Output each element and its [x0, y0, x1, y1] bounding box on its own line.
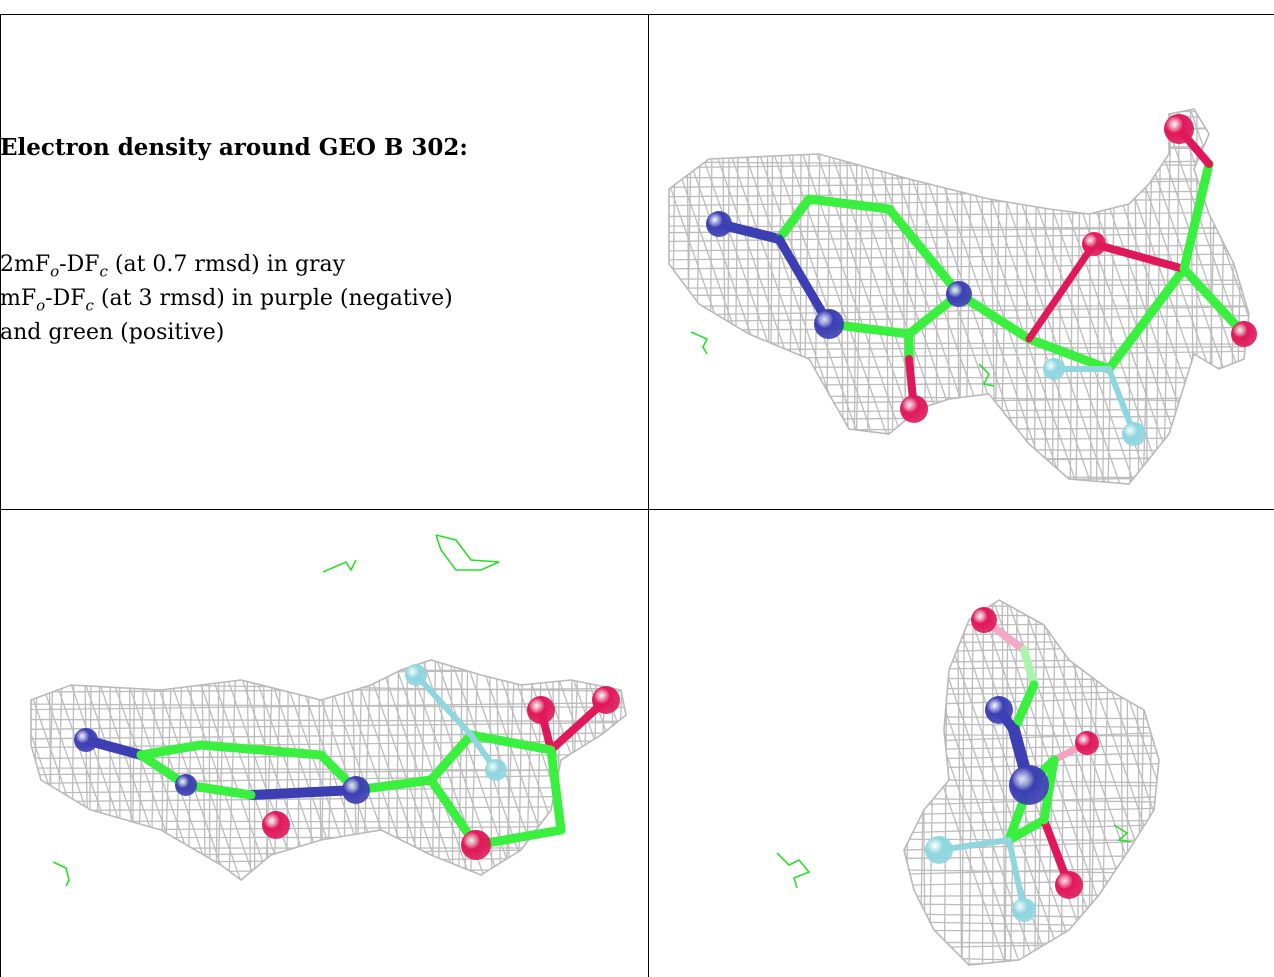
figure-table: Electron density around GEO B 302: 2mFo-… — [0, 14, 1274, 977]
bond-stick — [1020, 646, 1038, 689]
oxygen-atom — [1055, 871, 1083, 899]
oxygen-atom — [527, 696, 555, 724]
bond-stick — [1179, 264, 1249, 339]
bond-stick — [1039, 755, 1059, 825]
nitrogen-atom — [985, 696, 1013, 724]
caption-title: Electron density around GEO B 302: — [0, 134, 468, 161]
positive-difference-density — [322, 559, 357, 573]
bond-stick — [546, 745, 566, 835]
oxygen-atom — [262, 811, 290, 839]
fluorine-atom — [1043, 358, 1065, 380]
oxygen-atom — [1082, 232, 1106, 256]
caption-line-2: mFo-DFc (at 3 rmsd) in purple (negative) — [0, 286, 453, 315]
table-border-center — [648, 14, 649, 977]
fluorine-atom — [485, 759, 507, 781]
oxygen-atom — [1075, 731, 1099, 755]
fluorine-atom — [1012, 898, 1036, 922]
bond-stick — [136, 740, 206, 760]
panel-bottom-right — [649, 510, 1274, 977]
bond-stick — [774, 194, 814, 244]
nitrogen-atom — [342, 776, 370, 804]
bond-stick — [954, 289, 1034, 344]
positive-difference-density — [690, 331, 709, 355]
nitrogen-atom — [946, 281, 972, 307]
bond-stick — [1024, 334, 1114, 374]
nitrogen-atom — [706, 211, 732, 237]
panel-bottom-left — [1, 510, 648, 977]
density-mesh-outline — [30, 659, 627, 882]
oxygen-atom — [461, 830, 491, 860]
bond-stick — [1009, 680, 1039, 735]
oxygen-atom — [1231, 321, 1257, 347]
oxygen-atom — [971, 607, 997, 633]
table-border-middle — [0, 509, 1274, 510]
positive-difference-density — [52, 861, 70, 887]
caption-cell: Electron density around GEO B 302: 2mFo-… — [0, 14, 648, 509]
positive-difference-density — [978, 363, 995, 387]
bond-stick — [884, 204, 964, 299]
nitrogen-atom — [814, 309, 844, 339]
fluorine-atom — [1122, 422, 1146, 446]
bond-stick — [426, 730, 476, 785]
bond-stick — [413, 672, 474, 738]
nitrogen-atom — [74, 728, 98, 752]
bond-stick — [1025, 240, 1098, 343]
bond-stick — [774, 234, 834, 329]
table-border-top — [0, 14, 1274, 15]
bond-stick — [1104, 264, 1189, 374]
density-view-top-right — [668, 108, 1257, 485]
positive-difference-density — [435, 534, 500, 571]
fluorine-atom — [405, 664, 427, 686]
nitrogen-atom — [175, 774, 197, 796]
panel-top-right — [649, 14, 1274, 509]
fluorine-atom — [925, 836, 953, 864]
positive-difference-density — [776, 852, 811, 889]
nitrogen-atom — [1009, 765, 1049, 805]
bond-stick — [1179, 159, 1214, 274]
bond-stick — [246, 785, 361, 800]
bond-stick — [1090, 240, 1188, 273]
bond-stick — [804, 194, 894, 214]
bond-stick — [196, 740, 326, 760]
table-border-left — [0, 14, 1, 977]
bond-stick — [1004, 815, 1049, 845]
density-view-bottom-left — [30, 534, 627, 887]
oxygen-atom — [900, 395, 928, 423]
oxygen-atom — [1164, 114, 1194, 144]
oxygen-atom — [592, 686, 620, 714]
bond-stick — [466, 730, 556, 755]
caption-line-1: 2mFo-DFc (at 0.7 rmsd) in gray — [0, 252, 346, 281]
caption-line-3: and green (positive) — [0, 320, 225, 345]
positive-difference-density — [1113, 824, 1132, 843]
density-view-bottom-right — [776, 599, 1160, 966]
density-mesh-outline — [903, 599, 1160, 966]
